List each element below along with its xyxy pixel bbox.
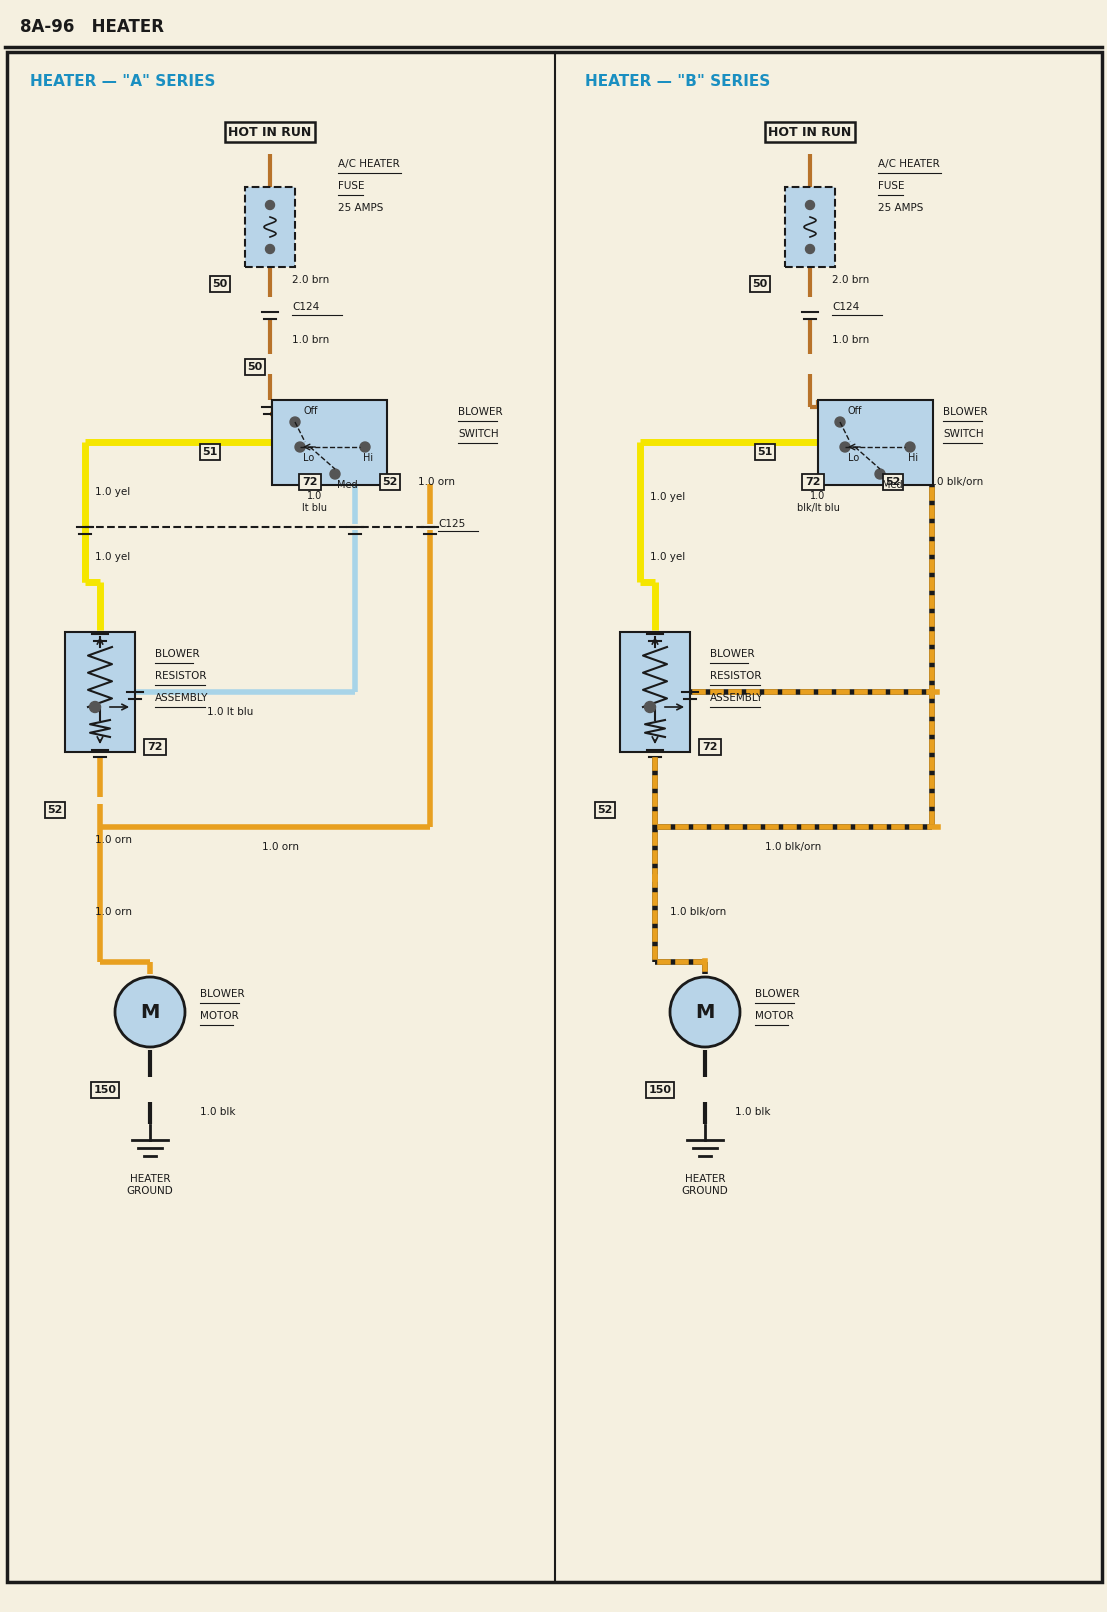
Text: SWITCH: SWITCH: [458, 429, 498, 438]
Text: Lo: Lo: [303, 453, 314, 463]
Text: SWITCH: SWITCH: [943, 429, 984, 438]
Text: 72: 72: [805, 477, 820, 487]
Text: Off: Off: [848, 406, 862, 416]
Text: 72: 72: [147, 742, 163, 753]
Text: HOT IN RUN: HOT IN RUN: [768, 126, 851, 139]
Text: 150: 150: [93, 1085, 116, 1095]
Text: 50: 50: [213, 279, 228, 289]
Text: FUSE: FUSE: [338, 181, 364, 190]
Circle shape: [644, 701, 655, 713]
Text: 52: 52: [598, 804, 612, 816]
Text: HEATER — "A" SERIES: HEATER — "A" SERIES: [30, 74, 216, 90]
Text: 25 AMPS: 25 AMPS: [878, 203, 923, 213]
Circle shape: [806, 200, 815, 210]
Text: BLOWER: BLOWER: [155, 650, 199, 659]
Text: A/C HEATER: A/C HEATER: [338, 160, 400, 169]
Circle shape: [290, 418, 300, 427]
Text: Lo: Lo: [848, 453, 859, 463]
Text: HEATER — "B" SERIES: HEATER — "B" SERIES: [584, 74, 770, 90]
Text: BLOWER: BLOWER: [458, 406, 503, 418]
Circle shape: [266, 245, 275, 253]
Text: 72: 72: [302, 477, 318, 487]
Text: ASSEMBLY: ASSEMBLY: [710, 693, 764, 703]
Text: HEATER
GROUND: HEATER GROUND: [682, 1174, 728, 1196]
Bar: [620, 632, 690, 753]
Text: BLOWER: BLOWER: [710, 650, 755, 659]
Text: 50: 50: [247, 363, 262, 372]
Circle shape: [90, 701, 101, 713]
Text: MOTOR: MOTOR: [755, 1011, 794, 1020]
Circle shape: [840, 442, 850, 451]
Text: 1.0 lt blu: 1.0 lt blu: [207, 708, 254, 717]
Text: Off: Off: [303, 406, 318, 416]
Circle shape: [330, 469, 340, 479]
Circle shape: [835, 418, 845, 427]
Text: HEATER
GROUND: HEATER GROUND: [126, 1174, 174, 1196]
Text: 52: 52: [886, 477, 901, 487]
Text: 1.0
lt blu: 1.0 lt blu: [302, 492, 328, 513]
Text: 1.0 yel: 1.0 yel: [95, 487, 131, 496]
Text: RESISTOR: RESISTOR: [710, 671, 762, 680]
Circle shape: [806, 245, 815, 253]
Text: 51: 51: [203, 447, 218, 456]
Text: 1.0 blk/orn: 1.0 blk/orn: [765, 841, 821, 853]
Bar: [245, 187, 294, 268]
Bar: [65, 632, 135, 753]
Text: C124: C124: [832, 301, 859, 313]
Text: 1.0 orn: 1.0 orn: [261, 841, 299, 853]
Text: BLOWER: BLOWER: [943, 406, 987, 418]
Text: ASSEMBLY: ASSEMBLY: [155, 693, 208, 703]
Circle shape: [670, 977, 739, 1048]
Text: Hi: Hi: [363, 453, 373, 463]
Circle shape: [906, 442, 915, 451]
Text: 1.0 orn: 1.0 orn: [95, 908, 132, 917]
Text: Med: Med: [337, 480, 358, 490]
Text: 51: 51: [757, 447, 773, 456]
Text: 1.0 yel: 1.0 yel: [650, 551, 685, 563]
Circle shape: [294, 442, 306, 451]
Text: 2.0 brn: 2.0 brn: [832, 276, 869, 285]
Text: 1.0 brn: 1.0 brn: [832, 335, 869, 345]
Text: 1.0 orn: 1.0 orn: [95, 835, 132, 845]
Text: 72: 72: [702, 742, 717, 753]
Circle shape: [115, 977, 185, 1048]
Text: 1.0 blk: 1.0 blk: [735, 1107, 770, 1117]
Text: HOT IN RUN: HOT IN RUN: [228, 126, 312, 139]
Text: FUSE: FUSE: [878, 181, 904, 190]
Text: 8A-96   HEATER: 8A-96 HEATER: [20, 18, 164, 35]
Text: M: M: [141, 1003, 159, 1022]
Text: 1.0 blk: 1.0 blk: [200, 1107, 236, 1117]
Text: Hi: Hi: [908, 453, 918, 463]
Text: MOTOR: MOTOR: [200, 1011, 239, 1020]
Text: C124: C124: [292, 301, 319, 313]
Text: 52: 52: [382, 477, 397, 487]
Text: 1.0 brn: 1.0 brn: [292, 335, 329, 345]
Text: BLOWER: BLOWER: [200, 990, 245, 999]
Bar: [817, 400, 932, 485]
Text: 2.0 brn: 2.0 brn: [292, 276, 329, 285]
Text: 1.0 yel: 1.0 yel: [95, 551, 131, 563]
Text: 50: 50: [753, 279, 767, 289]
Text: 1.0 yel: 1.0 yel: [650, 492, 685, 501]
Text: 150: 150: [649, 1085, 672, 1095]
Text: C125: C125: [438, 519, 465, 529]
Text: 1.0 orn: 1.0 orn: [418, 477, 455, 487]
Text: 25 AMPS: 25 AMPS: [338, 203, 383, 213]
Text: M: M: [695, 1003, 715, 1022]
Bar: [272, 400, 387, 485]
Text: BLOWER: BLOWER: [755, 990, 799, 999]
Text: 1.0 blk/orn: 1.0 blk/orn: [670, 908, 726, 917]
Circle shape: [360, 442, 370, 451]
Circle shape: [266, 200, 275, 210]
Text: 52: 52: [48, 804, 63, 816]
Text: Med: Med: [882, 480, 902, 490]
Bar: [785, 187, 835, 268]
Text: A/C HEATER: A/C HEATER: [878, 160, 940, 169]
Text: RESISTOR: RESISTOR: [155, 671, 207, 680]
Circle shape: [875, 469, 884, 479]
Text: 1.0
blk/lt blu: 1.0 blk/lt blu: [797, 492, 839, 513]
Text: 1.0 blk/orn: 1.0 blk/orn: [927, 477, 983, 487]
